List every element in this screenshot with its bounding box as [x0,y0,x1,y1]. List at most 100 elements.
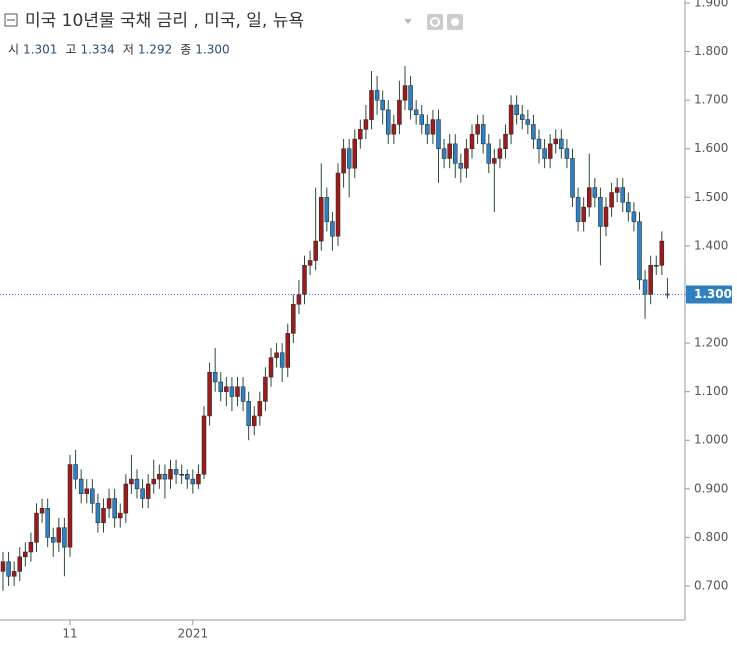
candle-body [274,352,279,358]
candle-body [536,138,542,149]
candle-body [296,294,302,305]
candle-body [363,119,369,130]
candle-body [212,371,218,383]
candle-body [185,474,190,480]
candle-body [252,415,257,426]
y-tick-label: 0.700 [694,578,728,592]
candle-body [508,104,514,135]
candle-body [157,474,162,480]
y-tick-label: 1.200 [694,336,728,350]
candle-body [413,109,419,115]
candle-body [101,508,106,524]
candle-body [123,483,129,514]
y-tick-label: 0.900 [694,481,728,495]
candle-body [268,357,274,378]
candle-body [374,90,380,101]
candle-body [162,474,168,480]
candle-body [497,148,503,159]
candle-body [207,371,212,417]
candle-body [436,119,441,149]
y-tick-label: 1.900 [694,0,728,10]
candle-body [475,124,480,135]
ohlc-value: 1.334 [80,43,114,57]
last-price-label: 1.300 [694,287,732,301]
candle-body [302,265,307,295]
candle-body [503,133,508,149]
candle-body [592,187,598,198]
candle-body [11,571,17,577]
candle-body [263,376,268,402]
ohlc-name: 시 [8,43,19,57]
candle-body [106,498,112,509]
y-tick-label: 1.700 [694,93,728,107]
y-tick-label: 1.100 [694,384,728,398]
candle-body [145,483,151,499]
x-tick-label: 11 [62,627,77,641]
candle-body [324,197,330,222]
icon-glyph [451,18,459,26]
candle-body [235,386,240,397]
candle-body [129,478,134,485]
candle-body [84,488,89,494]
candle-body [637,221,642,281]
candle-body [609,192,614,208]
settings-icon[interactable] [427,14,443,30]
candle-body [447,143,452,159]
candle-body [140,488,145,499]
candle-body [553,138,558,145]
candle-body [229,386,235,397]
collapse-icon[interactable] [4,13,18,27]
candle-body [603,206,609,227]
icon-glyph [430,17,440,27]
candle-body [78,478,84,494]
candle-body [330,221,335,237]
candle-body [279,352,285,368]
candle-body [118,512,123,519]
candle-body [514,104,519,115]
candle-body [346,148,352,169]
candle-body [525,119,531,125]
candle-body [453,143,458,164]
candle-body [408,85,413,111]
candle-body [196,474,201,485]
candle-body [112,498,117,519]
candle-body [642,279,648,295]
candle-body [246,401,251,426]
candle-body [480,124,486,145]
y-tick-label: 1.800 [694,44,728,58]
dropdown-icon[interactable] [404,19,412,24]
candle-body [39,508,45,514]
candle-body [95,503,101,524]
candle-body [492,158,497,164]
candle-body [307,260,313,266]
candle-body [257,401,263,417]
candle-body [469,133,475,149]
ohlc-name: 저 [123,43,134,57]
candle-body [587,187,592,208]
y-tick-label: 1.600 [694,141,728,155]
candle-body [23,551,28,558]
candle-body [386,109,391,135]
candle-body [134,478,140,490]
candle-body [67,464,73,548]
ohlc-name: 종 [180,43,191,57]
candle-body [464,148,469,169]
candle-body [380,99,385,111]
ohlc-value: 1.292 [138,43,172,57]
candle-body [520,114,525,120]
candle-body [486,143,491,164]
candle-body [173,469,179,475]
candle-body [313,240,318,261]
candle-body [441,148,447,159]
ohlc-name: 고 [65,43,76,57]
candle-body [0,561,6,572]
candle-body [319,197,324,242]
candle-body [620,187,625,203]
candle-body [28,542,34,553]
candle-body [151,478,156,485]
chart-title: 미국 10년물 국채 금리 , 미국, 일, 뉴욕 [25,11,304,31]
y-tick-label: 1.000 [694,433,728,447]
candle-body [614,187,620,193]
